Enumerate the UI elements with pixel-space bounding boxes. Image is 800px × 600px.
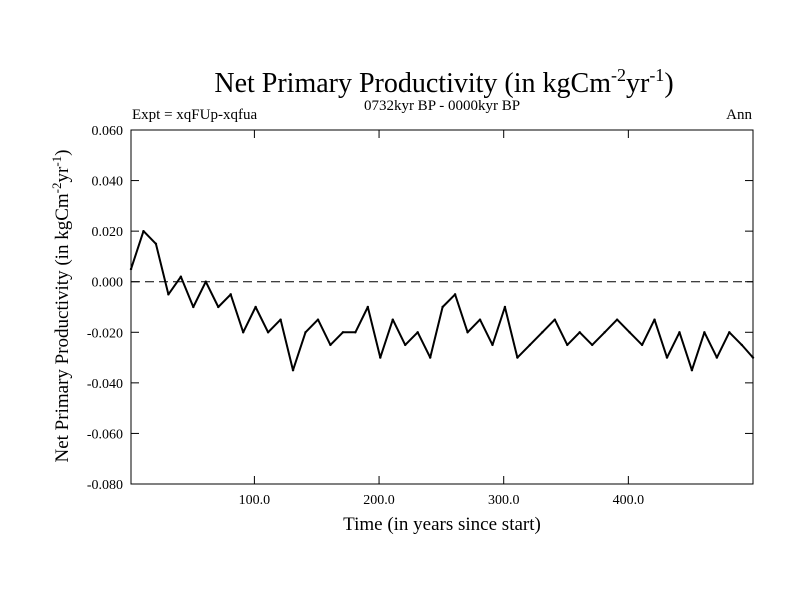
data-point <box>678 331 681 334</box>
y-tick-label: -0.020 <box>87 326 123 341</box>
data-point <box>441 305 444 309</box>
data-point <box>279 318 282 321</box>
data-point <box>167 293 170 296</box>
data-point <box>428 356 432 359</box>
x-tick-label: 200.0 <box>363 493 395 508</box>
plot-frame <box>130 129 754 485</box>
y-tick-label: 0.060 <box>92 124 124 139</box>
data-point <box>466 331 469 334</box>
y-tick-label: 0.020 <box>92 225 124 240</box>
data-point <box>179 275 183 278</box>
data-point <box>703 331 706 334</box>
y-axis: -0.080 -0.060 -0.040 -0.020 0.000 0.020 0.040 0… <box>87 124 753 493</box>
data-point <box>640 343 644 347</box>
data-point <box>503 305 507 309</box>
data-point <box>291 369 295 372</box>
data-point <box>217 305 220 309</box>
data-point <box>665 356 669 359</box>
data-point <box>129 267 133 271</box>
x-tick-label: 100.0 <box>239 493 271 508</box>
period-label: 0732kyr BP - 0000kyr BP <box>364 98 520 114</box>
data-point <box>628 331 631 334</box>
x-tick-label: 300.0 <box>488 493 520 508</box>
data-point <box>241 331 245 334</box>
x-axis: 100.0 200.0 300.0 400.0 <box>239 130 644 508</box>
data-point <box>142 229 145 233</box>
data-point <box>192 305 195 309</box>
y-tick-label: -0.080 <box>87 478 123 493</box>
data-point <box>528 343 532 347</box>
data-point <box>229 293 232 296</box>
season-label: Ann <box>726 107 752 123</box>
data-series-line <box>130 230 754 372</box>
data-point <box>316 318 320 321</box>
data-point <box>304 331 307 334</box>
data-point <box>341 331 345 334</box>
data-point <box>416 331 419 334</box>
data-point <box>266 331 270 334</box>
data-points <box>129 229 755 372</box>
data-point <box>204 280 207 283</box>
data-point <box>751 356 755 359</box>
data-point <box>354 331 357 334</box>
y-tick-label: 0.040 <box>92 175 124 190</box>
data-point <box>491 343 494 347</box>
y-tick-label: -0.060 <box>87 427 123 442</box>
data-point <box>391 318 394 321</box>
data-point <box>453 293 457 296</box>
data-point <box>516 356 519 359</box>
y-tick-label: 0.000 <box>92 276 124 291</box>
data-point <box>541 331 544 334</box>
data-point <box>591 343 594 347</box>
data-point <box>404 343 407 347</box>
data-point <box>603 331 606 334</box>
data-point <box>366 305 370 309</box>
data-point <box>653 318 656 321</box>
data-point <box>728 331 731 334</box>
x-tick-label: 400.0 <box>613 493 645 508</box>
data-point <box>578 331 581 334</box>
data-point <box>329 343 332 347</box>
y-axis-label: Net Primary Productivity (in kgCm-2yr-1) <box>49 150 73 463</box>
data-point <box>254 305 257 309</box>
data-point <box>553 318 557 321</box>
data-point <box>379 356 382 359</box>
data-point <box>566 343 569 347</box>
experiment-label: Expt = xqFUp-xqfua <box>132 107 257 123</box>
x-axis-label: Time (in years since start) <box>343 514 541 535</box>
data-point <box>740 343 743 347</box>
chart-title: Net Primary Productivity (in kgCm-2yr-1) <box>214 65 673 99</box>
data-point <box>478 318 482 321</box>
data-point <box>690 369 694 372</box>
data-point <box>154 242 158 245</box>
data-point <box>615 318 619 321</box>
y-tick-label: -0.040 <box>87 377 123 392</box>
data-point <box>715 356 719 359</box>
